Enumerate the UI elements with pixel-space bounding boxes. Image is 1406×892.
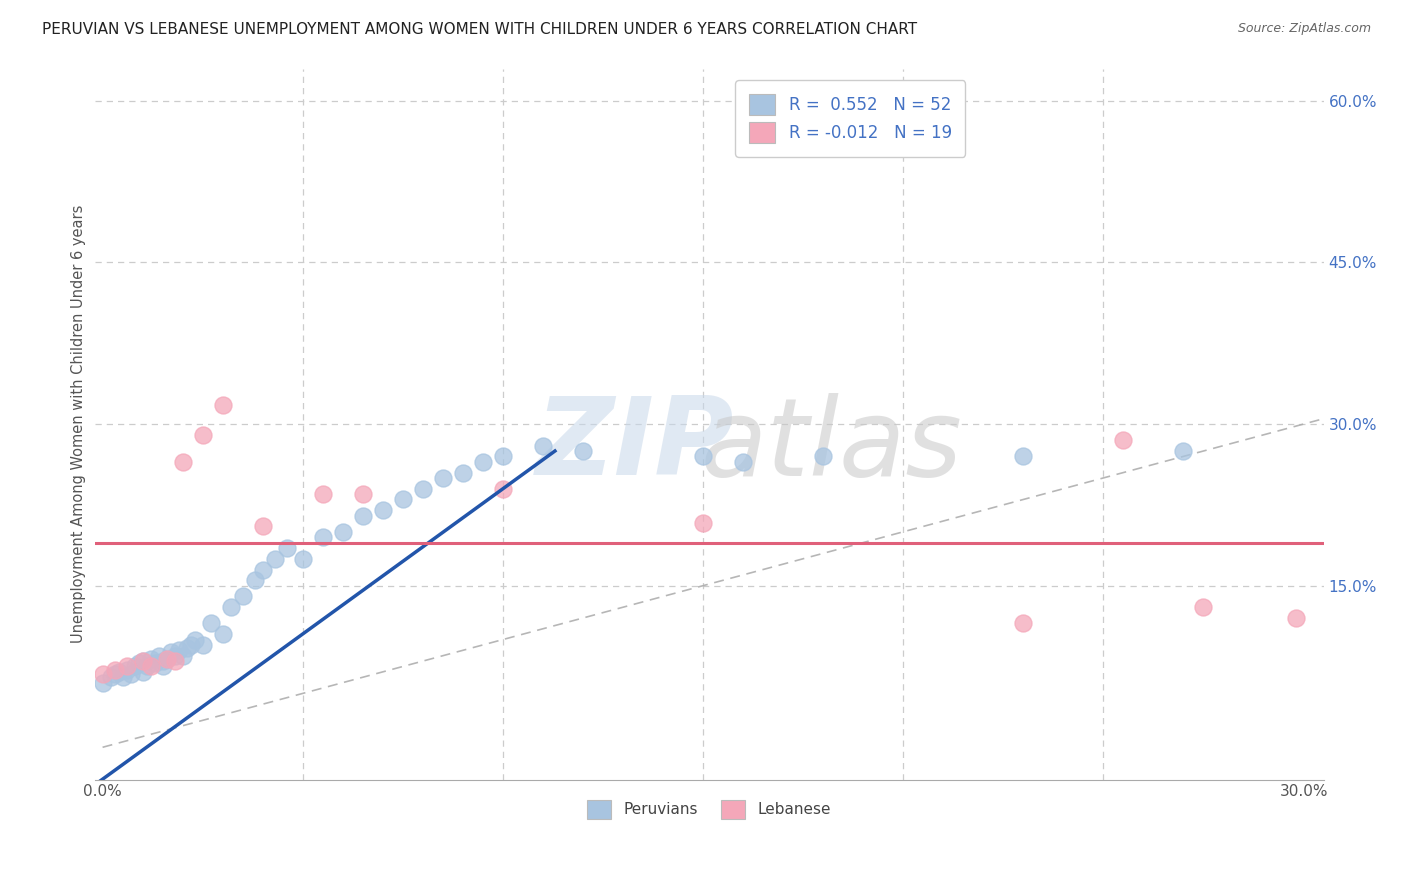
Text: Source: ZipAtlas.com: Source: ZipAtlas.com [1237, 22, 1371, 36]
Point [352, 508, 374, 523]
Point [172, 455, 194, 469]
Point [352, 487, 374, 501]
Point [191, 427, 214, 442]
Point [219, 600, 242, 615]
Point [139, 659, 162, 673]
Point [131, 654, 153, 668]
Point [263, 551, 285, 566]
Point [180, 638, 202, 652]
Point [156, 652, 179, 666]
Point [312, 487, 335, 501]
Point [252, 519, 274, 533]
Point [172, 648, 194, 663]
Point [432, 471, 454, 485]
Point [115, 659, 138, 673]
Point [312, 530, 335, 544]
Point [451, 466, 474, 480]
Point [211, 398, 233, 412]
Point [276, 541, 298, 555]
Point [412, 482, 434, 496]
Point [152, 659, 174, 673]
Point [531, 439, 554, 453]
Point [143, 657, 166, 671]
Point [191, 638, 214, 652]
Point [492, 450, 515, 464]
Y-axis label: Unemployment Among Women with Children Under 6 years: Unemployment Among Women with Children U… [72, 205, 86, 643]
Point [692, 516, 714, 531]
Point [139, 652, 162, 666]
Point [243, 574, 266, 588]
Legend: Peruvians, Lebanese: Peruvians, Lebanese [581, 794, 838, 825]
Point [111, 670, 134, 684]
Point [124, 659, 146, 673]
Point [211, 627, 233, 641]
Point [91, 675, 114, 690]
Point [131, 654, 153, 668]
Point [148, 648, 170, 663]
Point [232, 590, 254, 604]
Point [163, 654, 186, 668]
Point [572, 444, 595, 458]
Point [332, 524, 354, 539]
Point [156, 652, 179, 666]
Point [115, 663, 138, 677]
Point [104, 667, 127, 681]
Text: PERUVIAN VS LEBANESE UNEMPLOYMENT AMONG WOMEN WITH CHILDREN UNDER 6 YEARS CORREL: PERUVIAN VS LEBANESE UNEMPLOYMENT AMONG … [42, 22, 917, 37]
Point [733, 455, 755, 469]
Point [692, 450, 714, 464]
Point [152, 654, 174, 668]
Point [100, 670, 122, 684]
Point [392, 492, 415, 507]
Point [176, 641, 198, 656]
Point [252, 562, 274, 576]
Point [167, 643, 190, 657]
Point [811, 450, 834, 464]
Point [1012, 616, 1035, 631]
Point [128, 657, 150, 671]
Point [163, 648, 186, 663]
Point [1012, 450, 1035, 464]
Point [131, 665, 153, 679]
Point [291, 551, 314, 566]
Point [120, 667, 142, 681]
Point [91, 667, 114, 681]
Point [492, 482, 515, 496]
Point [183, 632, 205, 647]
Point [1284, 611, 1306, 625]
Point [104, 663, 127, 677]
Text: ZIP: ZIP [536, 392, 734, 499]
Point [200, 616, 222, 631]
Point [1173, 444, 1195, 458]
Point [159, 645, 181, 659]
Point [1112, 434, 1135, 448]
Point [371, 503, 394, 517]
Point [107, 665, 129, 679]
Text: atlas: atlas [702, 392, 963, 498]
Point [471, 455, 494, 469]
Point [1192, 600, 1215, 615]
Point [135, 659, 157, 673]
